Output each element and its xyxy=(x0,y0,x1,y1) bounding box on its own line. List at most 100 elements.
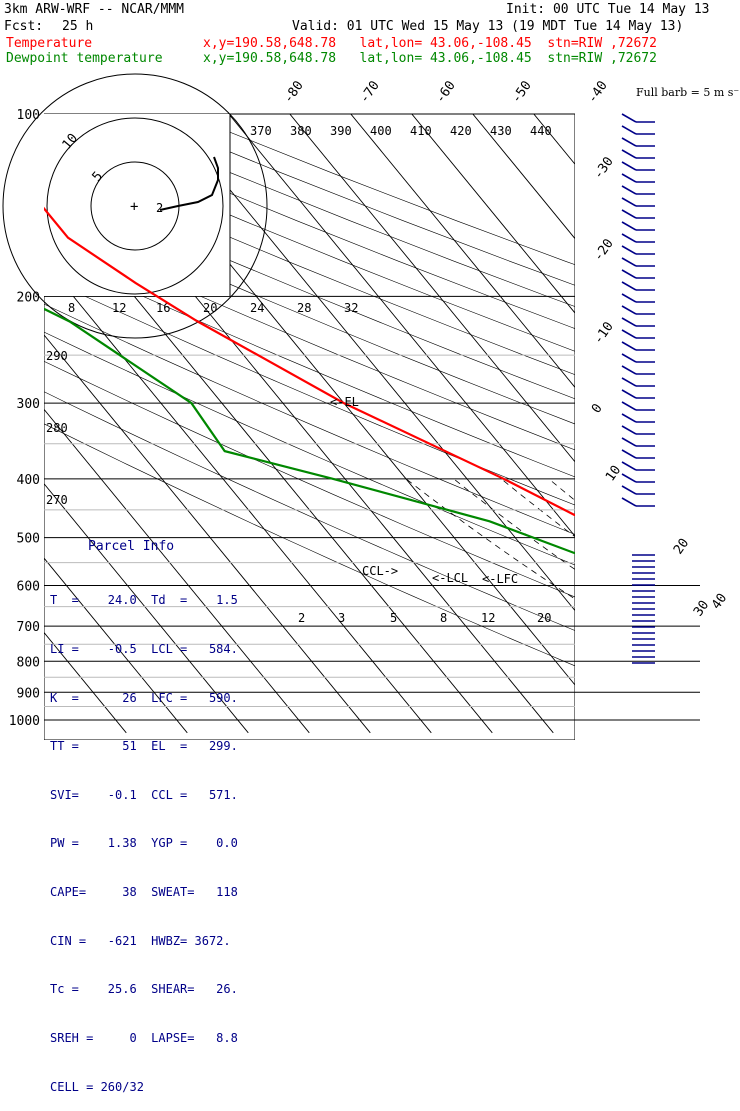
theta-label: 410 xyxy=(410,124,432,138)
wind-barbs: Full barb = 5 m s⁻¹ xyxy=(622,86,740,670)
wind-barb-flag xyxy=(622,342,636,350)
wind-barb-flag xyxy=(622,258,636,266)
theta-label: 430 xyxy=(490,124,512,138)
theta-left-label: 280 xyxy=(46,421,68,435)
parcel-row: LI = -0.5 LCL = 584. xyxy=(50,641,238,657)
mixing-ratio-label: 12 xyxy=(481,611,495,625)
wind-barb-flag xyxy=(622,150,636,158)
pressure-tick-label: 600 xyxy=(17,580,40,595)
wind-barb-flag xyxy=(622,270,636,278)
wind-barb-flag xyxy=(622,474,636,482)
parcel-row: K = 26 LFC = 590. xyxy=(50,690,238,706)
theta-label: 390 xyxy=(330,124,352,138)
wind-barb-flag xyxy=(622,246,636,254)
temperature-tick-label: -30 xyxy=(591,154,617,182)
theta-label: 400 xyxy=(370,124,392,138)
parcel-row: Tc = 25.6 SHEAR= 26. xyxy=(50,981,238,997)
parcel-row: T = 24.0 Td = 1.5 xyxy=(50,592,238,608)
mixing-ratio-label: 8 xyxy=(440,611,447,625)
isotherm-line xyxy=(584,101,740,733)
wind-barb-flag xyxy=(622,306,636,314)
wind-barb-flag xyxy=(622,486,636,494)
wind-barb-flag xyxy=(622,282,636,290)
wind-barb-flag xyxy=(622,210,636,218)
annotation-el: <-EL xyxy=(330,395,359,409)
isotherm-line xyxy=(645,101,740,733)
isotherm-line xyxy=(218,101,737,733)
hodograph-origin-marker: + xyxy=(130,199,138,215)
pressure-tick-label: 500 xyxy=(17,532,40,547)
wind-barb-flag xyxy=(622,138,636,146)
temperature-tick-label: -70 xyxy=(357,78,383,106)
mixing-ratio-label: 28 xyxy=(297,301,311,315)
wind-barb-flag xyxy=(622,186,636,194)
annotation-lcl: <-LCL xyxy=(432,571,468,585)
wind-barb-flag xyxy=(622,462,636,470)
moist-adiabat-line xyxy=(406,479,740,733)
wind-barb-flag xyxy=(622,414,636,422)
pressure-tick-label: 1000 xyxy=(9,714,40,729)
isotherm-line xyxy=(401,101,740,733)
theta-label: 380 xyxy=(290,124,312,138)
wind-barb-flag xyxy=(622,330,636,338)
wind-barb-flag xyxy=(622,450,636,458)
mixing-ratio-label: 20 xyxy=(537,611,551,625)
wind-barb-flag xyxy=(622,162,636,170)
pressure-tick-label: 200 xyxy=(17,290,40,305)
wind-barb-flag xyxy=(622,126,636,134)
wind-barb-flag xyxy=(622,222,636,230)
temperature-tick-label: 40 xyxy=(709,591,730,612)
temperature-tick-label: -40 xyxy=(585,78,611,106)
wind-barb-flag xyxy=(622,114,636,122)
dry-adiabat-line xyxy=(184,114,740,733)
wind-barb-flag xyxy=(622,438,636,446)
wind-barb-flag xyxy=(622,354,636,362)
pressure-tick-label: 700 xyxy=(17,620,40,635)
wind-barb-flag xyxy=(622,378,636,386)
mixing-ratio-label: 2 xyxy=(298,611,305,625)
parcel-row: CIN = -621 HWBZ= 3672. xyxy=(50,933,238,949)
temperature-tick-label: -50 xyxy=(509,78,535,106)
wind-barb-flag xyxy=(622,498,636,506)
parcel-info-table: T = 24.0 Td = 1.5 LI = -0.5 LCL = 584. K… xyxy=(50,560,238,1111)
theta-label: 440 xyxy=(530,124,552,138)
wind-barb-flag xyxy=(622,318,636,326)
wind-barb-flag xyxy=(622,366,636,374)
pressure-tick-label: 100 xyxy=(17,108,40,123)
temperature-tick-label: 30 xyxy=(691,598,712,619)
temperature-tick-label: -20 xyxy=(591,236,617,264)
temperature-tick-label: -80 xyxy=(281,78,307,106)
wind-barb-flag xyxy=(622,402,636,410)
mixing-ratio-label: 24 xyxy=(250,301,264,315)
pressure-tick-label: 900 xyxy=(17,686,40,701)
theta-label: 370 xyxy=(250,124,272,138)
parcel-row: PW = 1.38 YGP = 0.0 xyxy=(50,835,238,851)
theta-left-label: 290 xyxy=(46,349,68,363)
temperature-tick-label: 0 xyxy=(589,401,606,416)
mixing-ratio-label: 20 xyxy=(203,301,217,315)
wind-barb-flag xyxy=(622,294,636,302)
wind-barb-flag xyxy=(622,198,636,206)
temperature-tick-label: -60 xyxy=(433,78,459,106)
mixing-ratio-label: 5 xyxy=(390,611,397,625)
mixing-ratio-label: 32 xyxy=(344,301,358,315)
mixing-ratio-label: 12 xyxy=(112,301,126,315)
barb-legend-label: Full barb = 5 m s⁻¹ xyxy=(636,86,740,99)
parcel-row: TT = 51 EL = 299. xyxy=(50,738,238,754)
isotherm-line xyxy=(706,101,740,733)
wind-barb-flag xyxy=(622,390,636,398)
temperature-tick-label: 10 xyxy=(603,463,624,484)
annotation-ccl: CCL-> xyxy=(362,564,398,578)
pressure-tick-label: 300 xyxy=(17,397,40,412)
parcel-row: CAPE= 38 SWEAT= 118 xyxy=(50,884,238,900)
wind-barb-flag xyxy=(622,174,636,182)
theta-left-label: 270 xyxy=(46,493,68,507)
wind-barb-flag xyxy=(622,234,636,242)
theta-label: 420 xyxy=(450,124,472,138)
hodograph-point-label: 2 xyxy=(156,201,163,215)
mixing-ratio-label: 8 xyxy=(68,301,75,315)
parcel-row: SREH = 0 LAPSE= 8.8 xyxy=(50,1030,238,1046)
parcel-row: CELL = 260/32 xyxy=(50,1079,238,1095)
mixing-ratio-label: 3 xyxy=(338,611,345,625)
